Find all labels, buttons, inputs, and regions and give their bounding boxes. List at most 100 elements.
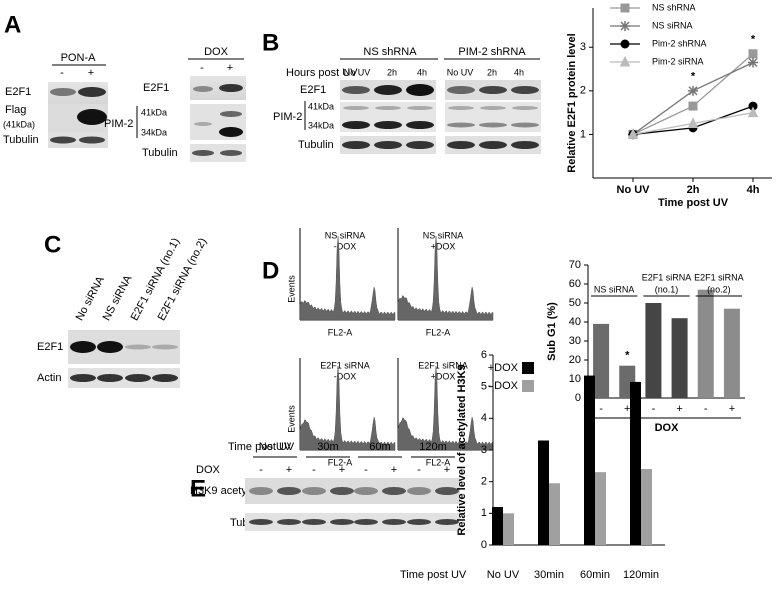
band bbox=[125, 374, 151, 382]
band bbox=[79, 136, 105, 144]
blot-header: DOX bbox=[204, 46, 229, 58]
plot-title: E2F1 siRNA bbox=[418, 360, 468, 370]
band bbox=[406, 121, 434, 129]
bar bbox=[593, 323, 610, 398]
time-label: 120m bbox=[419, 441, 447, 453]
row-label: E2F1 bbox=[5, 86, 31, 98]
band bbox=[479, 141, 507, 149]
blot bbox=[190, 144, 246, 162]
group-label: NS shRNA bbox=[363, 46, 417, 58]
group-label: NS siRNA bbox=[594, 284, 635, 294]
marker bbox=[620, 3, 630, 13]
legend-label: - DOX bbox=[487, 380, 518, 392]
y-tick-label: 40 bbox=[569, 316, 581, 328]
dox-label: + bbox=[339, 464, 345, 476]
band bbox=[220, 111, 242, 117]
band bbox=[407, 519, 431, 525]
band bbox=[406, 141, 434, 149]
x-tick-label: + bbox=[729, 403, 735, 415]
x-axis-label: Time post UV bbox=[658, 197, 729, 209]
band bbox=[78, 87, 106, 97]
x-label: FL2-A bbox=[426, 457, 451, 467]
plot-subtitle: +DOX bbox=[431, 241, 456, 251]
legend-label: NS shRNA bbox=[652, 2, 696, 12]
band bbox=[70, 374, 96, 382]
bar bbox=[641, 469, 652, 545]
y-tick-label: 20 bbox=[569, 354, 581, 366]
bar bbox=[671, 318, 688, 398]
band bbox=[407, 487, 431, 495]
band bbox=[511, 86, 539, 94]
x-tick-label: 30min bbox=[534, 569, 564, 581]
time-label: 60m bbox=[369, 441, 390, 453]
dox-label: - bbox=[312, 464, 316, 476]
band bbox=[447, 122, 475, 128]
plot-title: NS siRNA bbox=[325, 230, 366, 240]
blot-header: PON-A bbox=[61, 52, 97, 64]
y-tick-label: 50 bbox=[569, 297, 581, 309]
dox-label: + bbox=[444, 464, 450, 476]
y-tick-label: 0 bbox=[575, 392, 581, 404]
charts: 1 2 3 No UV 2h 4h Time post UV Relative E2F1 pr… bbox=[400, 2, 772, 581]
lane-label: - bbox=[60, 67, 64, 79]
band bbox=[330, 519, 354, 525]
x-tick-label: 4h bbox=[747, 184, 760, 196]
band bbox=[302, 519, 326, 525]
y-tick-label: 1 bbox=[481, 507, 487, 519]
panel-label: E bbox=[190, 475, 206, 502]
panel-label: B bbox=[262, 29, 279, 56]
bar bbox=[584, 375, 595, 545]
dox-label: + bbox=[286, 464, 292, 476]
band bbox=[125, 344, 151, 350]
y-tick-label: 0 bbox=[481, 539, 487, 551]
lane-label: No UV bbox=[447, 67, 474, 77]
band bbox=[97, 341, 123, 353]
marker bbox=[748, 49, 758, 59]
band bbox=[219, 84, 243, 92]
band bbox=[70, 341, 96, 353]
panel-label: D bbox=[262, 257, 279, 284]
x-tick-label: + bbox=[676, 403, 682, 415]
dox-label: - bbox=[364, 464, 368, 476]
band bbox=[406, 84, 434, 96]
panel-label: C bbox=[44, 231, 61, 258]
bar bbox=[645, 303, 662, 398]
x-tick-label: - bbox=[704, 403, 708, 415]
bar bbox=[595, 472, 606, 545]
marker bbox=[620, 21, 630, 31]
band bbox=[342, 121, 370, 129]
band bbox=[152, 374, 178, 382]
bar bbox=[697, 289, 714, 398]
y-axis-label: Relative level of acetylated H3K9 bbox=[456, 364, 468, 535]
row-label: Tubulin bbox=[3, 134, 39, 146]
marker bbox=[747, 106, 759, 118]
x-tick-label: No UV bbox=[487, 569, 520, 581]
dox-label: + bbox=[391, 464, 397, 476]
legend-label: +DOX bbox=[488, 362, 519, 374]
band bbox=[97, 374, 123, 382]
band bbox=[435, 519, 459, 525]
x-tick-label: - bbox=[599, 403, 603, 415]
band bbox=[50, 88, 76, 96]
x-tick-label: No UV bbox=[617, 184, 651, 196]
row-label: Time post UV bbox=[228, 441, 295, 453]
band bbox=[354, 487, 378, 495]
histogram bbox=[299, 365, 396, 451]
y-tick-label: 70 bbox=[569, 259, 581, 271]
row-label: Tubulin bbox=[298, 139, 334, 151]
row-label: 41kDa bbox=[308, 101, 334, 111]
legend-label: NS siRNA bbox=[652, 20, 693, 30]
bar bbox=[538, 440, 549, 545]
marker bbox=[748, 57, 758, 68]
y-tick-label: 30 bbox=[569, 335, 581, 347]
band bbox=[50, 136, 76, 144]
row-label: E2F1 bbox=[37, 341, 63, 353]
panel-label: A bbox=[4, 11, 21, 38]
x-tick-label: 120min bbox=[623, 569, 659, 581]
band bbox=[374, 121, 402, 129]
histogram bbox=[397, 235, 494, 321]
row-label: Tubulin bbox=[142, 147, 178, 159]
dox-label: - bbox=[259, 464, 263, 476]
row-label: PIM-2 bbox=[273, 111, 302, 123]
